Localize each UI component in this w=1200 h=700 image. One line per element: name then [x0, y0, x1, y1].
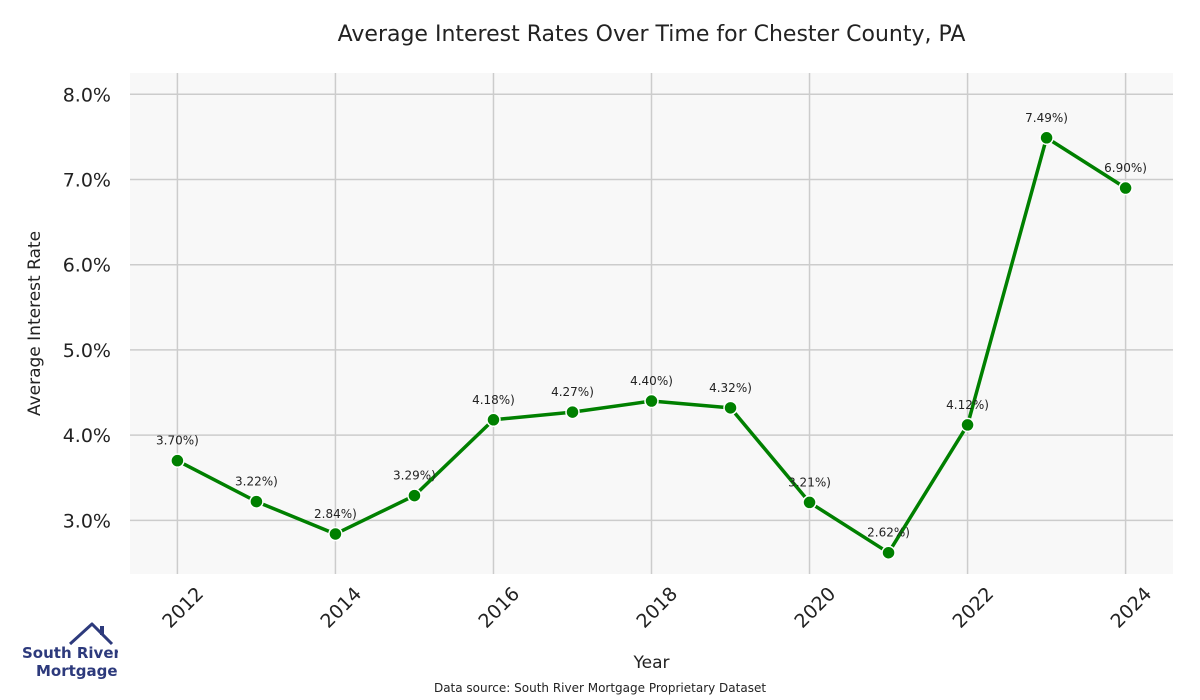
data-label: 3.29%): [393, 469, 436, 483]
data-point: [644, 393, 659, 409]
data-label: 6.90%): [1104, 161, 1147, 175]
x-tick-label: 2022: [948, 583, 998, 633]
data-label: 2.84%): [314, 507, 357, 521]
y-axis-label: Average Interest Rate: [25, 231, 45, 416]
data-label: 3.22%): [235, 475, 278, 489]
x-tick-label: 2014: [316, 583, 366, 633]
data-label: 4.27%): [551, 385, 594, 399]
data-point: [960, 417, 975, 433]
data-label: 2.62%): [867, 526, 910, 540]
data-point: [486, 412, 501, 428]
data-point: [1118, 180, 1133, 196]
house-roof-icon: [68, 622, 114, 646]
data-point: [328, 526, 343, 542]
y-tick-label: 3.0%: [63, 510, 111, 532]
data-source-note: Data source: South River Mortgage Propri…: [433, 681, 767, 695]
data-point: [1039, 130, 1054, 146]
y-tick-label: 4.0%: [63, 425, 111, 447]
x-tick-label: 2012: [158, 583, 208, 633]
company-logo: South River Mortgage: [22, 622, 118, 680]
logo-text-line2: Mortgage: [36, 662, 118, 680]
x-tick-label: 2020: [790, 583, 840, 633]
data-label: 3.70%): [156, 434, 199, 448]
x-tick-label: 2024: [1106, 583, 1156, 633]
logo-text-line1: South River: [22, 644, 118, 662]
data-point: [249, 494, 264, 509]
data-point: [170, 453, 185, 468]
data-label: 4.40%): [630, 374, 673, 388]
data-point: [802, 495, 817, 510]
data-label: 3.21%): [788, 475, 831, 489]
data-label: 4.18%): [472, 393, 515, 407]
y-tick-label: 6.0%: [63, 255, 111, 277]
x-tick-label: 2018: [632, 583, 682, 633]
y-tick-label: 7.0%: [63, 170, 111, 192]
x-tick-label: 2016: [474, 583, 524, 633]
chart-title: Average Interest Rates Over Time for Che…: [337, 22, 966, 47]
data-point: [565, 404, 580, 420]
y-tick-label: 8.0%: [63, 84, 111, 106]
data-point: [407, 488, 422, 503]
y-tick-label: 5.0%: [63, 340, 111, 362]
data-label: 4.32%): [709, 381, 752, 395]
data-label: 4.12%): [946, 398, 989, 412]
data-point: [723, 400, 738, 416]
x-axis-label: Year: [633, 653, 670, 673]
data-label: 7.49%): [1025, 111, 1068, 125]
data-point: [881, 545, 896, 560]
